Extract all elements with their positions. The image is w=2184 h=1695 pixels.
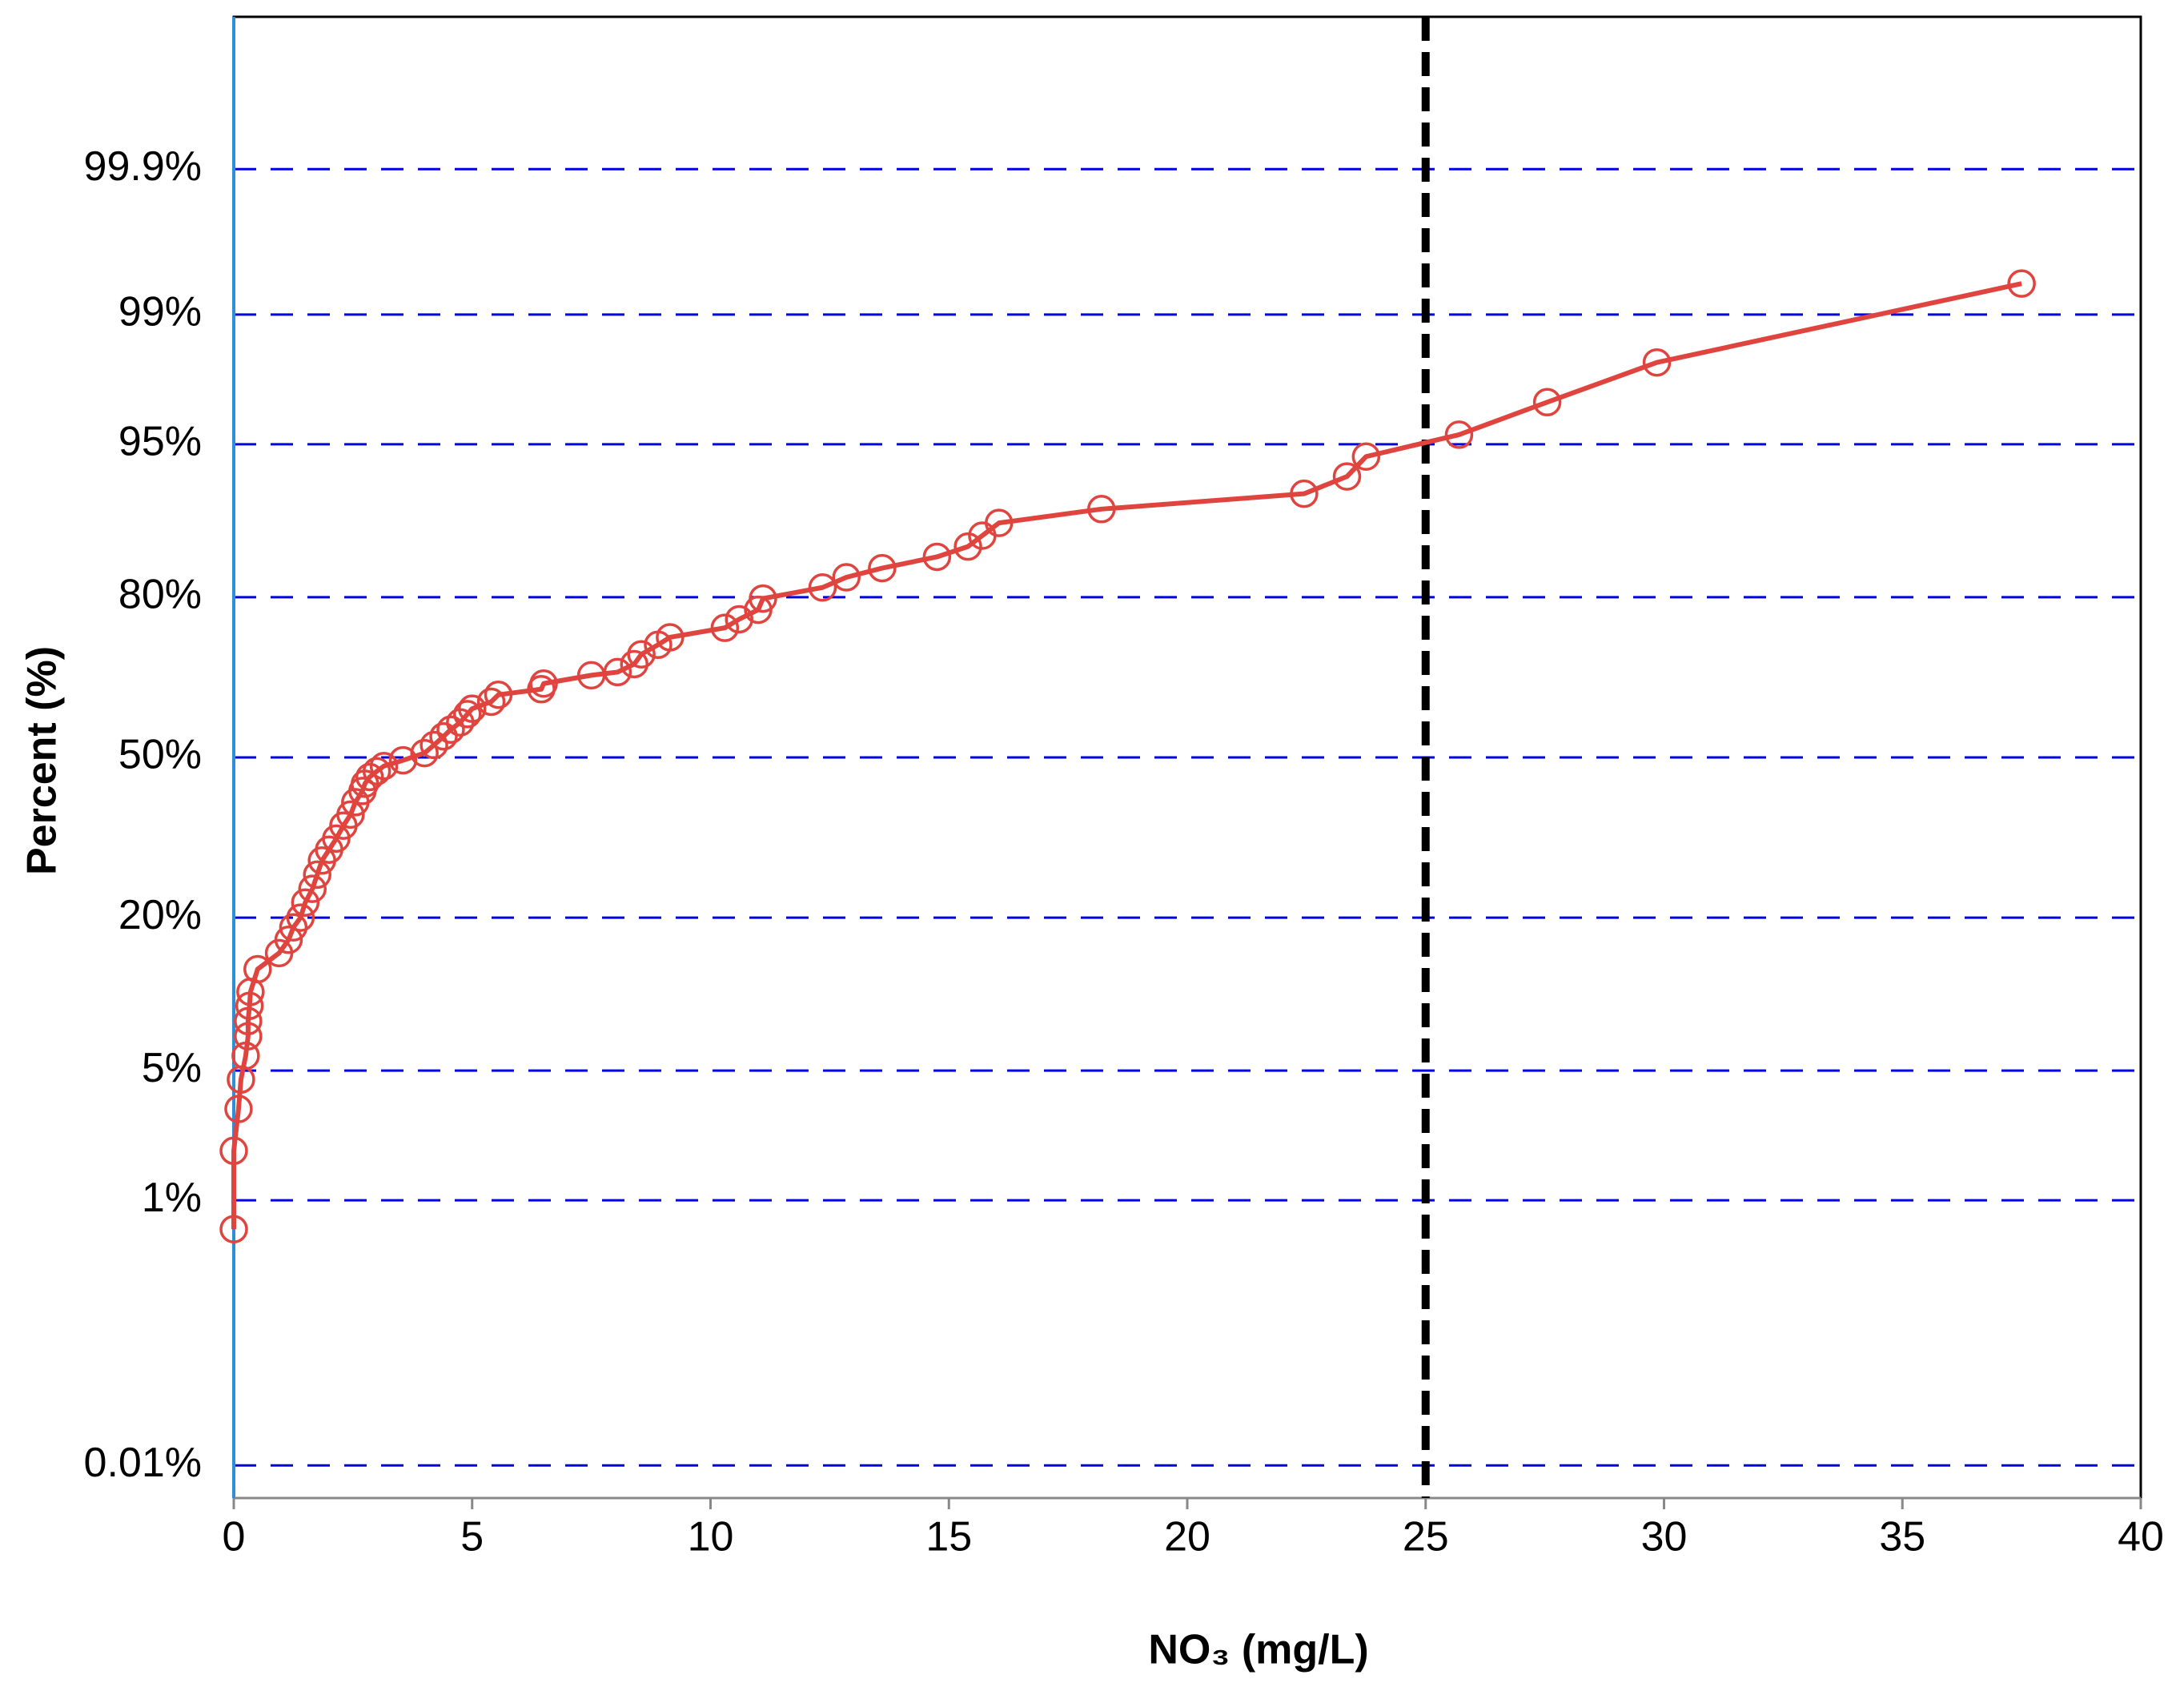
- data-point: [286, 903, 315, 932]
- data-point: [298, 874, 327, 903]
- y-axis-title: Percent (%): [19, 646, 66, 875]
- y-tick-label: 20%: [118, 892, 202, 938]
- data-point: [953, 532, 982, 561]
- data-point: [1332, 462, 1362, 491]
- data-point: [1351, 442, 1381, 471]
- x-tick-label: 10: [688, 1514, 734, 1560]
- x-tick-label: 35: [1879, 1514, 1925, 1560]
- y-tick-label: 99%: [118, 289, 202, 335]
- data-point: [453, 700, 482, 729]
- y-tick-label: 95%: [118, 419, 202, 465]
- x-tick-label: 30: [1641, 1514, 1688, 1560]
- data-point: [725, 604, 753, 634]
- data-point: [1087, 495, 1116, 524]
- data-point: [868, 553, 897, 583]
- data-point: [231, 1041, 260, 1070]
- data-point: [291, 888, 320, 917]
- y-tick-label: 99.9%: [84, 143, 202, 190]
- data-point: [410, 738, 439, 768]
- data-point: [369, 751, 399, 781]
- data-point: [224, 1095, 253, 1123]
- data-point: [484, 680, 513, 709]
- data-point: [362, 757, 391, 786]
- data-point: [243, 954, 272, 984]
- x-axis-title: NO₃ (mg/L): [1148, 1627, 1368, 1673]
- data-point: [627, 640, 656, 669]
- data-point: [620, 649, 648, 679]
- x-tick-label: 0: [223, 1514, 246, 1560]
- data-point: [436, 715, 465, 745]
- y-tick-label: 80%: [118, 572, 202, 618]
- data-point: [922, 542, 952, 572]
- data-point: [336, 800, 365, 829]
- x-tick-label: 40: [2118, 1514, 2164, 1560]
- data-point: [1290, 479, 1319, 508]
- data-point: [355, 762, 384, 792]
- data-point: [2007, 269, 2036, 298]
- y-tick-label: 0.01%: [84, 1440, 202, 1486]
- data-point: [985, 508, 1014, 537]
- data-point: [832, 563, 861, 592]
- data-point: [458, 694, 487, 723]
- x-tick-label: 20: [1164, 1514, 1210, 1560]
- data-point: [388, 745, 418, 775]
- data-point: [274, 926, 303, 954]
- x-tick-label: 5: [460, 1514, 484, 1560]
- data-point: [235, 991, 264, 1020]
- data-point: [476, 687, 506, 717]
- data-point: [420, 730, 448, 760]
- data-point: [1642, 347, 1672, 377]
- data-point: [749, 584, 777, 613]
- y-tick-label: 1%: [142, 1175, 202, 1221]
- data-point: [808, 572, 837, 602]
- y-tick-label: 5%: [142, 1045, 202, 1091]
- y-tick-label: 50%: [118, 732, 202, 778]
- data-point: [1532, 388, 1562, 417]
- x-tick-label: 25: [1403, 1514, 1449, 1560]
- data-point: [219, 1136, 248, 1166]
- data-point: [234, 1022, 263, 1050]
- data-point: [529, 669, 558, 698]
- data-point: [1444, 420, 1474, 449]
- data-point: [303, 860, 331, 890]
- data-point: [279, 913, 308, 942]
- data-point: [429, 721, 458, 751]
- x-tick-label: 15: [925, 1514, 972, 1560]
- data-point: [234, 1006, 263, 1036]
- data-point: [603, 657, 632, 687]
- data-point: [656, 623, 685, 652]
- data-point: [710, 613, 740, 642]
- data-point: [219, 1215, 248, 1243]
